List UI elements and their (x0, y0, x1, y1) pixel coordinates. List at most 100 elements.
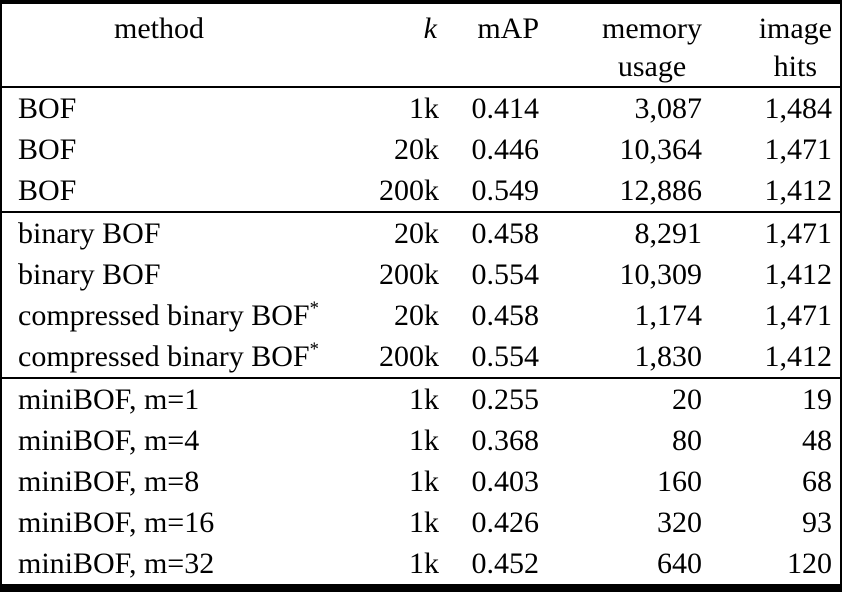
cell-hits: 1,412 (702, 336, 840, 378)
cell-memory: 20 (539, 378, 702, 420)
cell-k-value: 200k (379, 258, 439, 291)
cell-k: 200k (376, 254, 439, 295)
table-row: BOF 1k 0.414 3,087 1,484 (2, 87, 840, 129)
cell-k-value: 1k (409, 547, 439, 580)
cell-hits-value: 1,471 (764, 217, 833, 250)
table-row: compressed binary BOF* 20k 0.458 1,174 1,471 (2, 295, 840, 336)
table-section: binary BOF 20k 0.458 8,291 1,471 binary BOF 20… (2, 212, 840, 378)
column-header-memory-label-line2: usage (617, 50, 687, 83)
results-table: method k mAP memory usage (2, 4, 840, 586)
table-row: miniBOF, m=1 1k 0.255 20 19 (2, 378, 840, 420)
cell-method-value: miniBOF, m=4 (18, 424, 200, 457)
cell-hits-value: 1,412 (764, 174, 833, 207)
cell-memory-value: 3,087 (634, 92, 703, 125)
cell-hits-value: 1,412 (764, 340, 833, 373)
cell-memory-value: 1,830 (634, 340, 703, 373)
cell-method: binary BOF (2, 254, 376, 295)
cell-hits-value: 1,484 (764, 92, 833, 125)
table-bottom-rule (0, 586, 842, 592)
cell-map: 0.368 (439, 420, 540, 461)
column-header-map-label: mAP (477, 12, 539, 45)
column-header-image-hits-label-line2: hits (773, 50, 818, 83)
cell-hits: 19 (702, 378, 840, 420)
column-header-map: mAP (439, 4, 539, 87)
column-header-memory-label: memory (602, 12, 702, 45)
cell-method-value: compressed binary BOF (18, 299, 310, 332)
cell-method-value: miniBOF, m=8 (18, 465, 200, 498)
cell-memory: 80 (539, 420, 702, 461)
column-header-image-hits: image hits (702, 4, 840, 87)
cell-memory-value: 10,364 (619, 133, 703, 166)
cell-memory-value: 640 (657, 547, 702, 580)
cell-method-value: miniBOF, m=16 (18, 506, 215, 539)
cell-map-value: 0.255 (471, 383, 540, 416)
table-section: BOF 1k 0.414 3,087 1,484 BOF 20k 0.446 10,364 1,4… (2, 87, 840, 212)
cell-hits-value: 120 (787, 547, 832, 580)
cell-map-value: 0.414 (471, 92, 540, 125)
column-header-k-label: k (423, 12, 437, 45)
cell-method: miniBOF, m=16 (2, 502, 376, 543)
cell-map-value: 0.452 (471, 547, 540, 580)
cell-method: miniBOF, m=32 (2, 543, 376, 585)
cell-hits: 1,484 (702, 87, 840, 129)
cell-map: 0.446 (439, 129, 540, 170)
table-header: method k mAP memory usage (2, 4, 840, 87)
cell-memory: 640 (539, 543, 702, 585)
cell-memory-value: 12,886 (619, 174, 703, 207)
cell-memory: 10,309 (539, 254, 703, 295)
cell-method: miniBOF, m=1 (2, 378, 376, 420)
cell-method: compressed binary BOF* (2, 336, 376, 378)
cell-k: 20k (376, 212, 439, 254)
cell-k: 1k (376, 420, 439, 461)
cell-memory-value: 10,309 (619, 258, 703, 291)
cell-method-value: BOF (18, 174, 77, 207)
cell-k: 1k (376, 543, 439, 585)
cell-k: 1k (376, 461, 439, 502)
cell-hits-value: 93 (802, 506, 832, 539)
column-header-method: method (2, 4, 376, 87)
cell-hits-value: 1,471 (764, 299, 833, 332)
cell-method: binary BOF (2, 212, 376, 254)
cell-k: 1k (376, 87, 439, 129)
cell-k-value: 1k (409, 383, 439, 416)
cell-memory: 12,886 (539, 170, 703, 212)
cell-hits: 1,471 (702, 212, 840, 254)
cell-k: 20k (376, 129, 439, 170)
column-header-method-label: method (114, 12, 204, 45)
column-header-memory: memory usage (539, 4, 702, 87)
cell-k: 200k (376, 170, 439, 212)
cell-hits-value: 1,412 (764, 258, 833, 291)
cell-memory: 1,174 (539, 295, 703, 336)
cell-memory: 3,087 (539, 87, 703, 129)
header-row: method k mAP memory usage (2, 4, 840, 87)
cell-map-value: 0.554 (471, 258, 540, 291)
cell-method: compressed binary BOF* (2, 295, 376, 336)
cell-hits: 120 (702, 543, 840, 585)
cell-hits: 1,412 (702, 254, 840, 295)
cell-k: 1k (376, 378, 439, 420)
cell-map-value: 0.403 (471, 465, 540, 498)
cell-map: 0.403 (439, 461, 540, 502)
cell-map-value: 0.368 (471, 424, 540, 457)
cell-hits-value: 68 (802, 465, 832, 498)
cell-map-value: 0.549 (471, 174, 540, 207)
cell-map: 0.426 (439, 502, 540, 543)
table-row: compressed binary BOF* 200k 0.554 1,830 1,41… (2, 336, 840, 378)
cell-k: 20k (376, 295, 439, 336)
cell-map-value: 0.426 (471, 506, 540, 539)
cell-method: miniBOF, m=8 (2, 461, 376, 502)
cell-memory-value: 160 (657, 465, 702, 498)
cell-k-value: 200k (379, 340, 439, 373)
cell-hits-value: 19 (802, 383, 832, 416)
table-row: miniBOF, m=32 1k 0.452 640 120 (2, 543, 840, 585)
cell-hits: 1,471 (702, 295, 840, 336)
cell-map-value: 0.458 (471, 299, 540, 332)
table-row: BOF 200k 0.549 12,886 1,412 (2, 170, 840, 212)
cell-map: 0.549 (439, 170, 540, 212)
cell-k-value: 20k (394, 217, 439, 250)
cell-map: 0.452 (439, 543, 540, 585)
cell-k-value: 1k (409, 506, 439, 539)
table-row: BOF 20k 0.446 10,364 1,471 (2, 129, 840, 170)
cell-memory: 1,830 (539, 336, 703, 378)
